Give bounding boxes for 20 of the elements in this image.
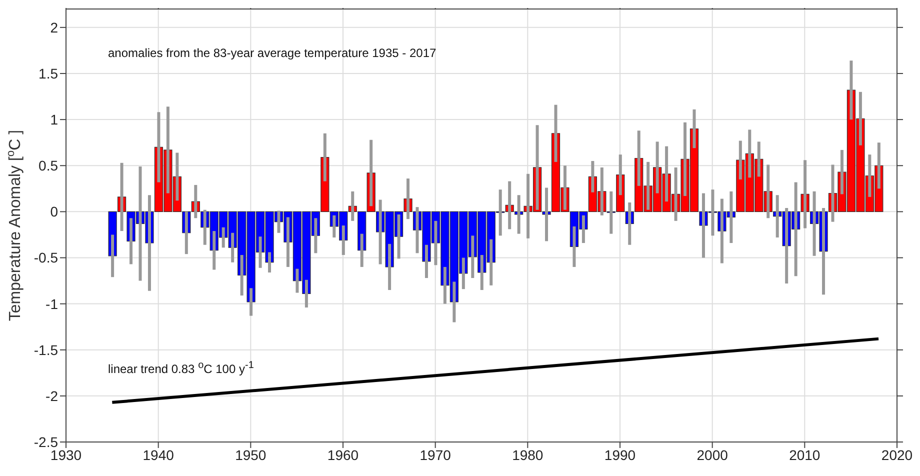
y-tick-label: 0 (50, 204, 58, 220)
y-tick-label: -1 (46, 296, 58, 312)
x-tick-label: 1970 (420, 446, 452, 463)
x-tick-label: 1990 (604, 446, 636, 463)
x-tick-label: 1940 (142, 446, 174, 463)
annotation: anomalies from the 83-year average temperature 1935 - 2017 (108, 46, 436, 60)
x-tick-label: 2020 (881, 446, 913, 463)
annotation: linear trend 0.83 $^{o}$C 100 y$^{-1}$ (108, 360, 254, 376)
x-tick-label: 1960 (327, 446, 359, 463)
y-tick-label: -2 (46, 388, 58, 404)
x-tick-label: 2000 (696, 446, 728, 463)
y-tick-label: -1.5 (34, 342, 58, 358)
x-tick-label: 2010 (789, 446, 820, 463)
y-tick-label: 2 (50, 19, 58, 36)
x-tick-label: 1980 (512, 446, 544, 463)
y-tick-label: 1.5 (38, 65, 58, 82)
y-tick-label: 0.5 (38, 158, 58, 174)
y-tick-label: 1 (50, 112, 58, 128)
x-tick-label: 1950 (235, 446, 266, 463)
y-tick-label: -0.5 (34, 250, 58, 266)
